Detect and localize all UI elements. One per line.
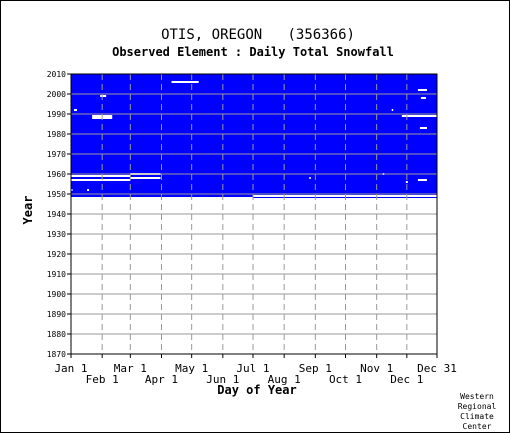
missing-data-segment [71,189,73,191]
y-tick-label: 2000 [47,90,66,99]
missing-data-segment [417,89,427,91]
x-tick-label: Jun 1 [206,373,239,386]
missing-data-segment [252,195,437,197]
y-tick-label: 1970 [47,150,66,159]
x-tick-label: Oct 1 [329,373,362,386]
credit-line: Climate [460,412,494,421]
credit-line: Regional [458,402,497,411]
y-tick-label: 1950 [47,190,66,199]
missing-data-segment [71,197,253,199]
x-tick-label: Sep 1 [299,362,332,375]
y-tick-label: 1920 [47,250,66,259]
x-tick-label: Mar 1 [114,362,147,375]
chart-title: OTIS, OREGON (356366) [161,27,355,43]
y-tick-label: 1990 [47,110,66,119]
missing-data-segment [419,127,427,129]
missing-data-segment [71,175,131,177]
missing-data-segment [74,109,78,111]
chart-subtitle: Observed Element : Daily Total Snowfall [112,45,394,59]
y-tick-label: 1880 [47,330,66,339]
y-axis-label: Year [21,196,35,225]
missing-data-segment [87,189,90,191]
x-axis-label: Day of Year [217,383,296,397]
x-tick-label: Jul 1 [236,362,269,375]
x-tick-label: Aug 1 [268,373,301,386]
x-tick-label: Nov 1 [360,362,393,375]
x-tick-label: Dec 1 [390,373,423,386]
y-tick-label: 1890 [47,310,66,319]
x-tick-label: May 1 [175,362,208,375]
missing-data-segment [71,179,131,181]
y-tick-label: 1910 [47,270,66,279]
y-tick-label: 1930 [47,230,66,239]
missing-data-segment [420,97,426,99]
missing-data-segment [130,177,161,179]
y-tick-label: 2010 [47,70,66,79]
y-tick-label: 1960 [47,170,66,179]
missing-data-segment [309,177,311,179]
missing-data-segment [391,109,394,111]
x-tick-label: Jan 1 [54,362,87,375]
x-tick-label: Feb 1 [86,373,119,386]
credit-line: Western [460,392,494,401]
missing-data-segment [417,179,427,181]
x-tick-label: Dec 31 [417,362,457,375]
y-tick-label: 1900 [47,290,66,299]
plot-area: 1870 1880 1890 1900 1910 1920 1930 1940 1950 1960… [47,70,457,386]
missing-data-segment [100,95,107,97]
wrcc-credit: Western Regional Climate Center [458,392,497,431]
missing-data-segment [405,181,408,183]
credit-line: Center [463,422,492,431]
missing-data-segment [171,81,199,83]
x-tick-label: Apr 1 [145,373,178,386]
y-tick-label: 1870 [47,350,66,359]
missing-data-segment [401,115,437,117]
y-tick-label: 1980 [47,130,66,139]
y-tick-label: 1940 [47,210,66,219]
plot-border [70,73,438,355]
